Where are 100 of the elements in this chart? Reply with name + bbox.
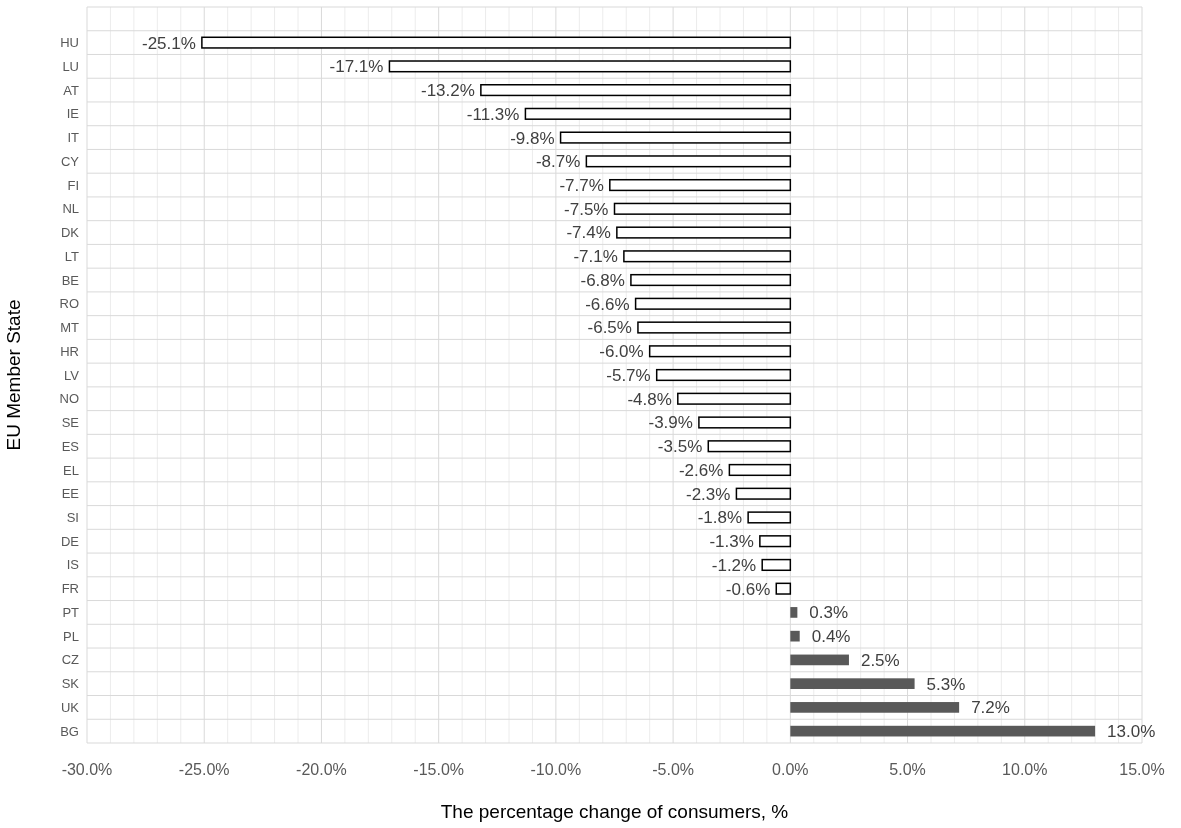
bar xyxy=(747,511,792,524)
y-tick-label: IS xyxy=(66,557,80,573)
data-label: -6.8% xyxy=(580,270,625,290)
bar xyxy=(707,440,792,453)
data-label: -11.3% xyxy=(466,104,520,124)
bar xyxy=(201,36,792,49)
y-tick-label: MT xyxy=(60,320,80,336)
y-tick-label: IE xyxy=(66,106,80,122)
y-tick-label: EE xyxy=(61,486,80,502)
data-label: 0.3% xyxy=(809,603,849,623)
y-tick-label: ES xyxy=(61,438,80,454)
y-tick-label: UK xyxy=(60,699,80,715)
bar xyxy=(775,582,792,595)
bar xyxy=(790,654,849,666)
x-tick-label: -10.0% xyxy=(530,761,582,778)
y-tick-label: NO xyxy=(59,391,79,407)
y-tick-label: DE xyxy=(60,533,80,549)
x-tick-label: -15.0% xyxy=(413,761,465,778)
y-tick-label: EL xyxy=(63,462,79,478)
y-tick-label: DK xyxy=(60,225,80,241)
x-tick-label: -25.0% xyxy=(178,761,230,778)
bar xyxy=(790,630,800,642)
bar xyxy=(609,178,792,192)
data-label: -7.1% xyxy=(573,247,618,267)
bar xyxy=(637,321,792,334)
data-label: -6.6% xyxy=(585,294,630,314)
data-label: -0.6% xyxy=(725,579,771,599)
bar xyxy=(616,226,792,239)
y-tick-label: BE xyxy=(61,272,80,288)
x-tick-label: -20.0% xyxy=(296,761,347,778)
data-label: -7.4% xyxy=(566,223,611,243)
data-label: 2.5% xyxy=(860,650,900,670)
y-tick-label: HU xyxy=(60,35,79,51)
y-tick-label: SI xyxy=(66,510,79,525)
y-tick-label: RO xyxy=(59,296,79,312)
y-tick-label: SK xyxy=(61,676,80,692)
x-tick-label: 0.0% xyxy=(772,761,809,778)
data-label: -25.1% xyxy=(142,33,196,53)
bar xyxy=(698,416,792,429)
data-label: -2.6% xyxy=(678,460,724,480)
data-label: -17.1% xyxy=(329,57,384,77)
bar xyxy=(735,487,792,500)
x-tick-label: 10.0% xyxy=(1002,761,1048,778)
data-label: 0.4% xyxy=(811,627,851,647)
bar xyxy=(480,84,792,97)
y-tick-label: IT xyxy=(67,130,80,146)
bar xyxy=(790,725,1096,737)
data-label: -9.8% xyxy=(510,128,555,148)
data-label: -1.3% xyxy=(709,532,754,552)
bar xyxy=(524,107,792,120)
y-tick-label: SE xyxy=(61,415,80,431)
y-tick-label: CY xyxy=(60,153,80,169)
data-label: -13.2% xyxy=(420,81,475,101)
data-label: -5.7% xyxy=(606,365,651,385)
y-tick-label: PT xyxy=(62,604,80,620)
bar xyxy=(728,463,792,477)
bar xyxy=(630,273,792,287)
x-tick-label: -5.0% xyxy=(652,761,695,778)
bar xyxy=(677,392,792,405)
data-label: -7.7% xyxy=(559,176,604,196)
data-label: 13.0% xyxy=(1107,722,1156,742)
y-axis-title: EU Member State xyxy=(3,299,24,451)
y-tick-label: NL xyxy=(62,201,79,217)
bar xyxy=(759,535,792,548)
data-label: 5.3% xyxy=(926,674,966,694)
y-tick-label: CZ xyxy=(61,652,80,668)
y-tick-label: LU xyxy=(62,58,79,74)
data-label: -6.0% xyxy=(599,342,644,362)
x-axis-title: The percentage change of consumers, % xyxy=(440,801,789,822)
bar xyxy=(790,607,798,618)
bar xyxy=(585,155,792,168)
y-tick-label: FR xyxy=(61,581,79,597)
bar xyxy=(761,558,792,572)
x-tick-label: 5.0% xyxy=(889,761,926,778)
bar xyxy=(388,60,792,73)
bar xyxy=(559,131,792,144)
data-label: -3.9% xyxy=(648,413,693,433)
data-label: -4.8% xyxy=(627,389,672,409)
data-label: -1.2% xyxy=(711,555,757,575)
bar xyxy=(623,250,792,263)
y-tick-label: PL xyxy=(63,628,79,644)
data-label: -3.5% xyxy=(657,437,703,457)
bar xyxy=(634,297,792,310)
y-tick-label: HR xyxy=(60,343,79,359)
data-label: 7.2% xyxy=(971,698,1010,718)
bar xyxy=(613,202,792,215)
y-tick-label: LT xyxy=(64,248,80,264)
y-tick-label: LV xyxy=(64,367,80,383)
bar xyxy=(655,368,792,382)
data-label: -2.3% xyxy=(685,484,731,504)
y-tick-label: BG xyxy=(60,723,79,739)
bar xyxy=(790,678,915,689)
data-label: -8.7% xyxy=(535,152,581,172)
data-label: -1.8% xyxy=(697,508,743,528)
x-tick-label: -30.0% xyxy=(61,761,113,778)
bar xyxy=(790,702,960,713)
data-label: -7.5% xyxy=(564,199,609,219)
y-tick-label: AT xyxy=(63,82,80,98)
y-tick-label: FI xyxy=(67,177,79,193)
data-label: -6.5% xyxy=(587,318,632,338)
